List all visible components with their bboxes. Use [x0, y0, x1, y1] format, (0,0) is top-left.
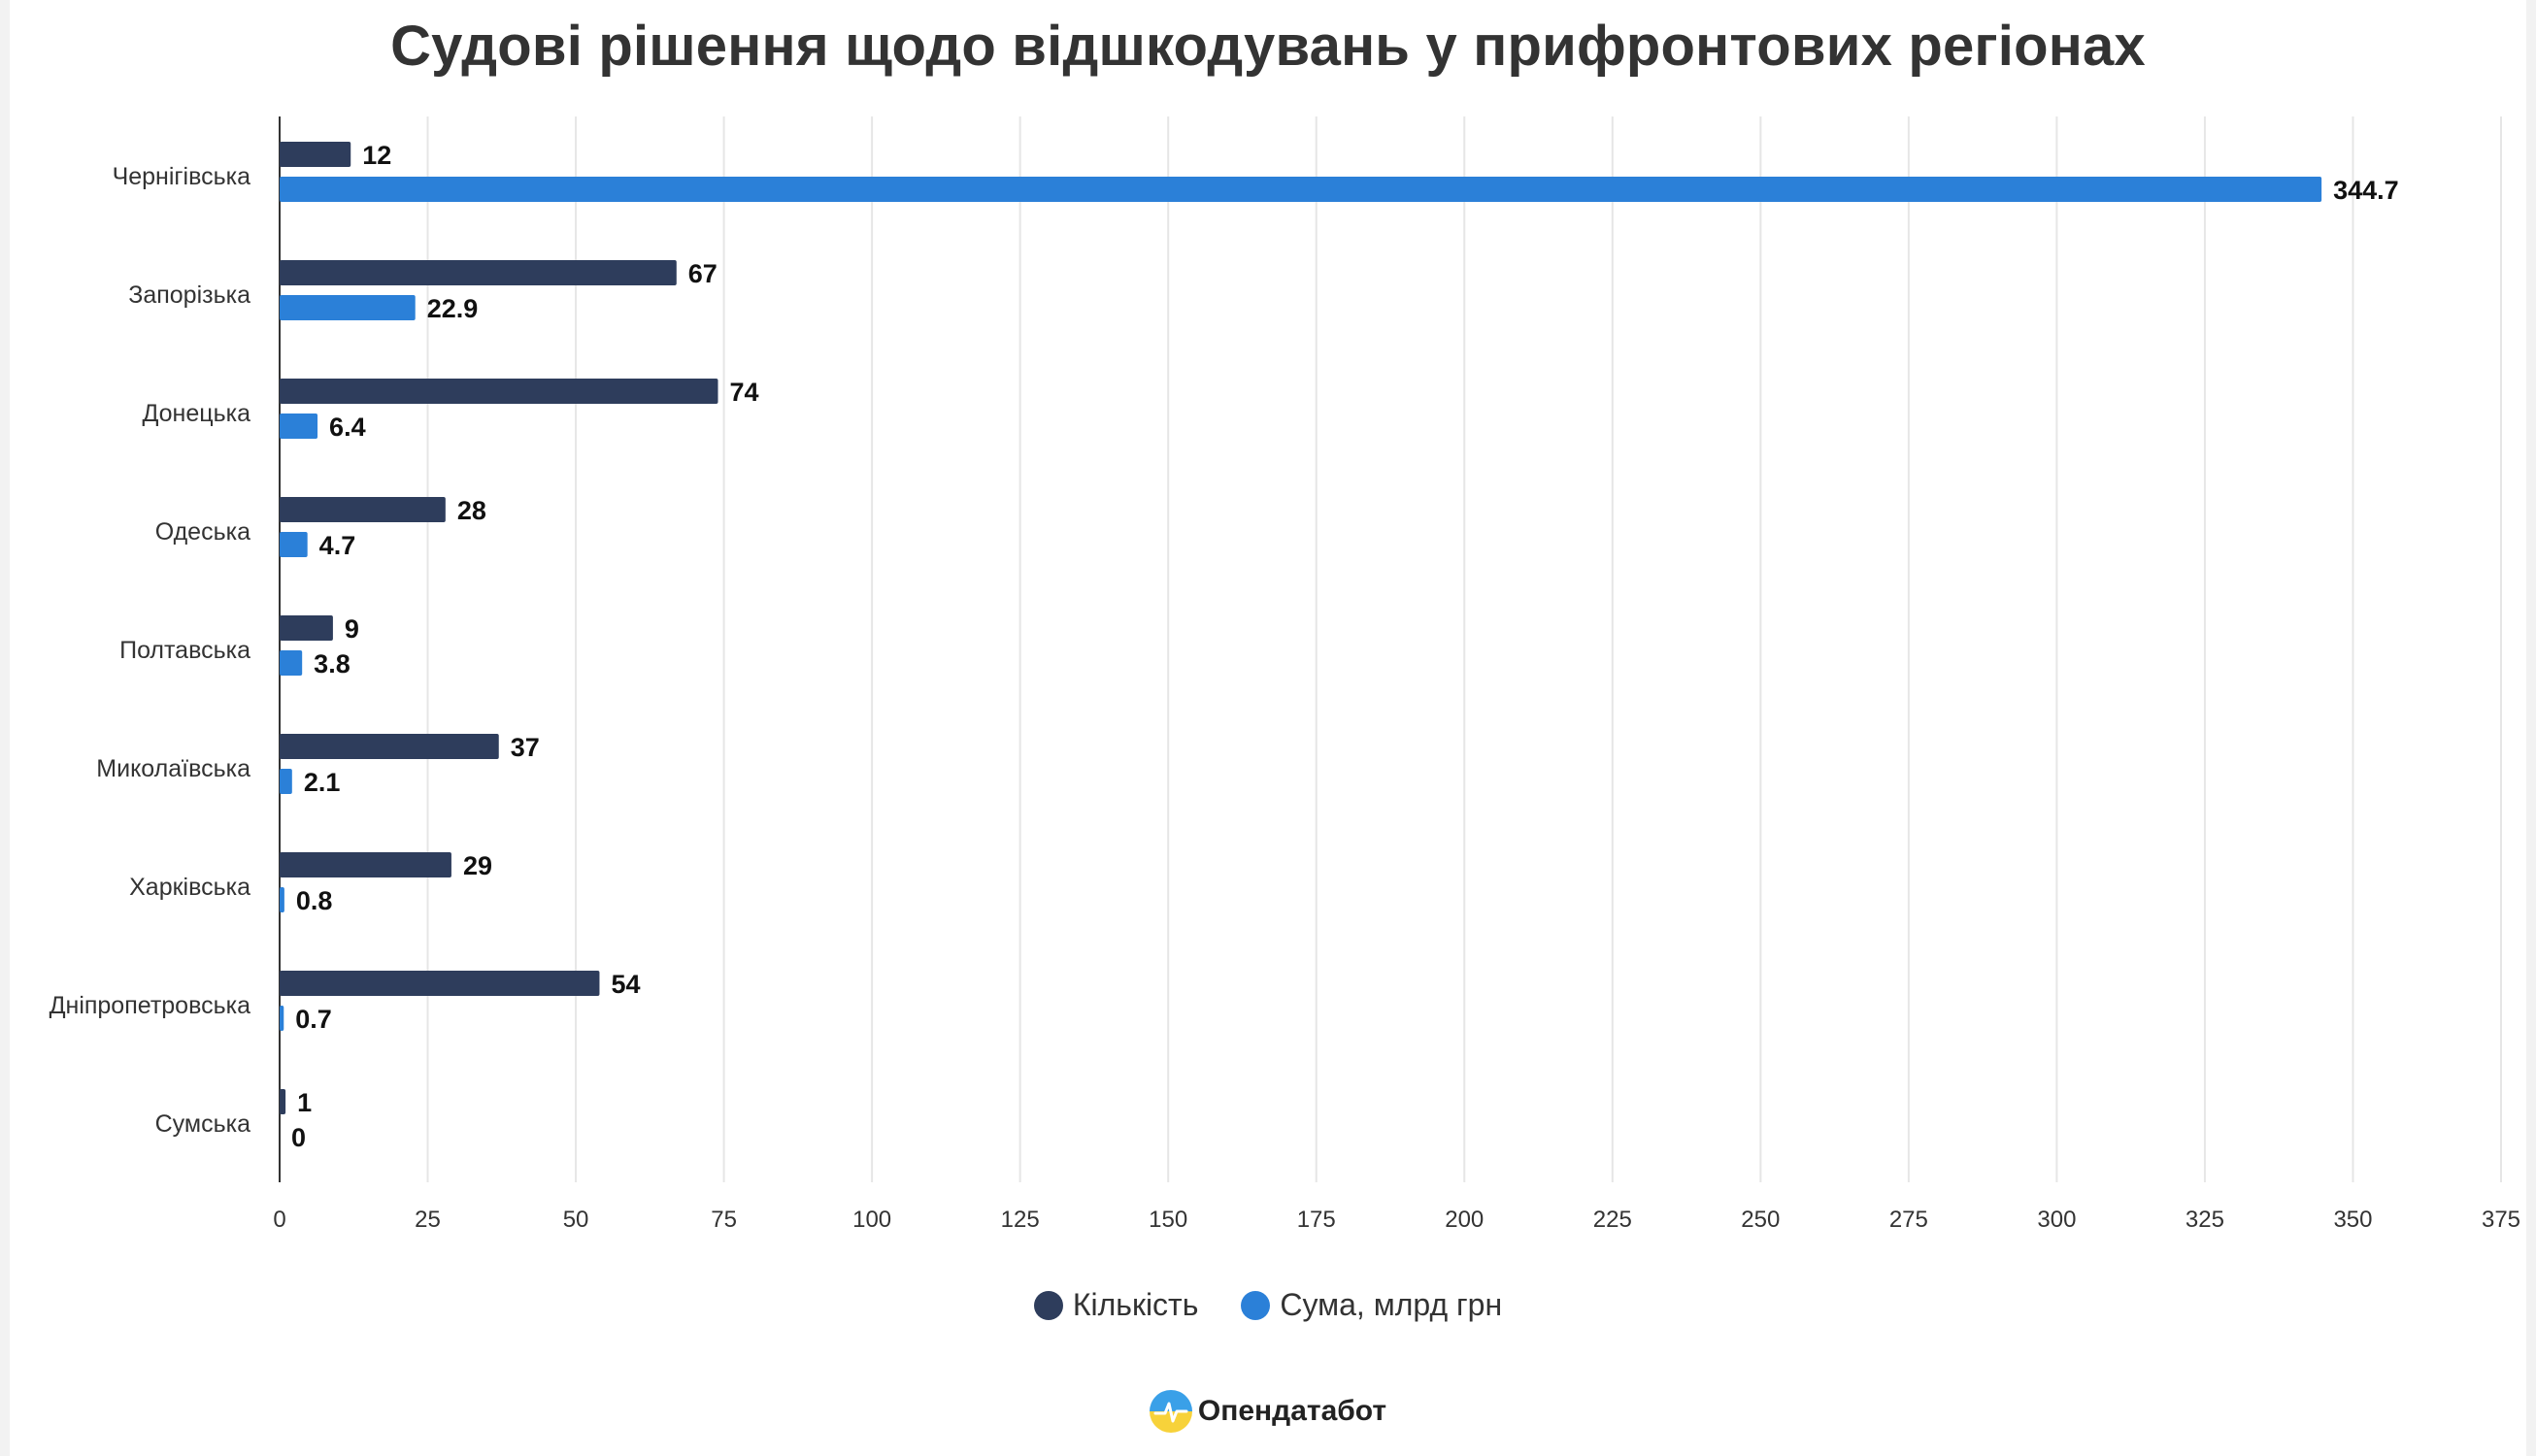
data-label-count: 12: [362, 141, 391, 170]
category-label: Миколаївська: [96, 755, 250, 782]
x-tick-label-100: 100: [852, 1207, 891, 1233]
x-tick-label-150: 150: [1149, 1207, 1187, 1233]
data-label-count: 67: [688, 259, 717, 288]
data-label-sum: 22.9: [427, 294, 479, 323]
chart-title: Судові рішення щодо відшкодувань у прифр…: [390, 15, 2146, 78]
legend-item-sum[interactable]: Сума, млрд грн: [1241, 1287, 1502, 1323]
bar-sum: [280, 887, 284, 912]
category-label: Чернігівська: [113, 163, 251, 190]
bar-sum: [280, 650, 303, 676]
x-tick-label-300: 300: [2037, 1207, 2076, 1233]
x-tick-label-325: 325: [2186, 1207, 2224, 1233]
data-label-count: 28: [457, 496, 486, 525]
bar-sum: [280, 769, 292, 794]
bar-sum: [280, 177, 2322, 202]
category-label: Дніпропетровська: [50, 992, 251, 1019]
bar-count: [280, 971, 600, 996]
x-tick-label-175: 175: [1297, 1207, 1336, 1233]
x-tick-label-50: 50: [563, 1207, 589, 1233]
x-tick-label-0: 0: [273, 1207, 285, 1233]
x-tick-label-275: 275: [1889, 1207, 1928, 1233]
legend-label-sum: Сума, млрд грн: [1280, 1287, 1503, 1322]
data-label-sum: 0: [291, 1123, 306, 1152]
category-label: Харківська: [129, 874, 250, 901]
data-label-sum: 6.4: [329, 413, 366, 442]
bar-count: [280, 1089, 286, 1114]
data-label-sum: 2.1: [304, 768, 341, 797]
bar-sum: [280, 532, 308, 557]
data-label-count: 54: [611, 970, 640, 999]
data-label-count: 74: [729, 378, 758, 407]
x-tick-label-375: 375: [2482, 1207, 2520, 1233]
data-label-sum: 0.7: [295, 1005, 332, 1034]
data-label-sum: 344.7: [2333, 176, 2399, 205]
category-label: Одеська: [155, 518, 250, 546]
data-label-sum: 4.7: [319, 531, 356, 560]
bar-count: [280, 379, 718, 404]
data-label-sum: 0.8: [296, 886, 333, 915]
chart-card: Судові рішення щодо відшкодувань у прифр…: [10, 0, 2526, 1456]
legend-marker-count: [1033, 1290, 1063, 1320]
bar-chart: 0 25 50 75 100 125 150 175 200 225 250 275 300 325 350…: [50, 116, 2520, 1233]
opendatabot-logo-icon: [1149, 1390, 1192, 1433]
bar-count: [280, 852, 451, 877]
bar-count: [280, 497, 446, 522]
legend-label-count: Кількість: [1072, 1287, 1199, 1322]
bar-sum: [280, 1006, 284, 1031]
category-label: Донецька: [142, 400, 250, 427]
x-tick-label-350: 350: [2333, 1207, 2372, 1233]
data-label-count: 29: [463, 851, 492, 880]
x-tick-label-225: 225: [1593, 1207, 1632, 1233]
bar-count: [280, 615, 333, 641]
chart-legend: Кількість Сума, млрд грн: [0, 1287, 2536, 1323]
category-label: Сумська: [155, 1110, 250, 1138]
category-label: Полтавська: [119, 637, 250, 664]
x-tick-label-75: 75: [711, 1207, 737, 1233]
bar-count: [280, 734, 499, 759]
legend-item-count[interactable]: Кількість: [1033, 1287, 1199, 1323]
bar-count: [280, 142, 351, 167]
bar-count: [280, 260, 677, 285]
brand-name: Опендатабот: [1197, 1395, 1387, 1427]
data-label-count: 9: [345, 614, 359, 644]
bar-sum: [280, 414, 318, 439]
category-label: Запорізька: [128, 281, 250, 309]
brand: Опендатабот: [0, 1390, 2536, 1433]
legend-marker-sum: [1241, 1290, 1271, 1320]
x-tick-label-25: 25: [415, 1207, 441, 1233]
data-label-count: 37: [511, 733, 540, 762]
x-tick-label-200: 200: [1445, 1207, 1484, 1233]
data-label-sum: 3.8: [314, 649, 350, 678]
x-tick-label-250: 250: [1741, 1207, 1780, 1233]
x-tick-label-125: 125: [1001, 1207, 1040, 1233]
data-label-count: 1: [297, 1088, 312, 1117]
bar-sum: [280, 295, 416, 320]
